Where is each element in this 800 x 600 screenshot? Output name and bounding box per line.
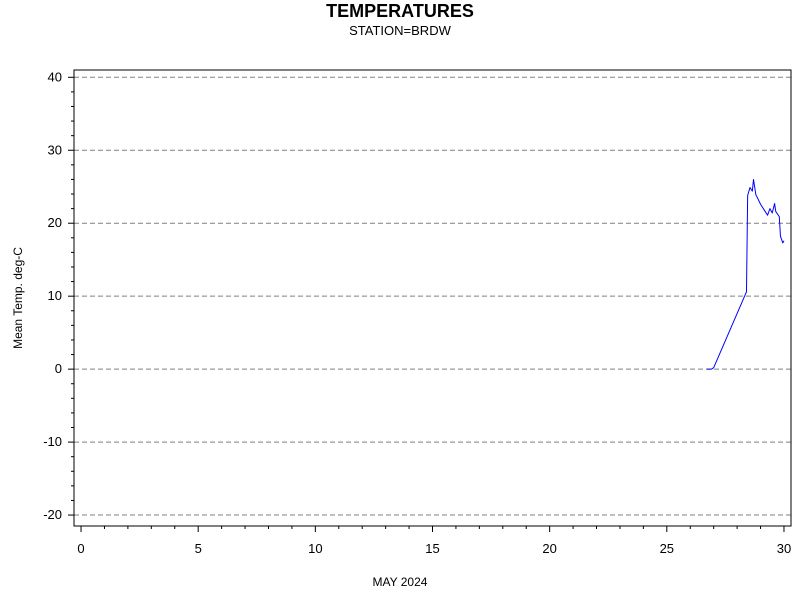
plot-frame [73,69,792,527]
x-axis-label: MAY 2024 [373,575,428,589]
chart-title: TEMPERATURES [326,1,474,21]
y-tick-label: 20 [48,215,62,230]
x-tick-label: 30 [777,541,791,556]
x-tick-label: 25 [660,541,674,556]
y-axis-label: Mean Temp. deg-C [11,247,25,349]
x-tick-label: 5 [195,541,202,556]
x-tick-label: 20 [542,541,556,556]
x-tick-label: 10 [308,541,322,556]
y-axis: -20 -10 0 10 20 30 40 [43,69,74,522]
y-tick-label: -10 [43,434,62,449]
x-axis: 0 5 10 15 20 25 30 [77,526,791,556]
y-tick-label: -20 [43,507,62,522]
x-tick-label: 0 [77,541,84,556]
series-line [706,178,785,370]
y-tick-label: 0 [55,361,62,376]
y-tick-label: 30 [48,142,62,157]
chart-subtitle: STATION=BRDW [349,23,451,38]
x-tick-label: 15 [425,541,439,556]
gridlines [74,76,791,516]
y-tick-label: 10 [48,288,62,303]
y-tick-label: 40 [48,69,62,84]
series-layer [706,178,785,370]
